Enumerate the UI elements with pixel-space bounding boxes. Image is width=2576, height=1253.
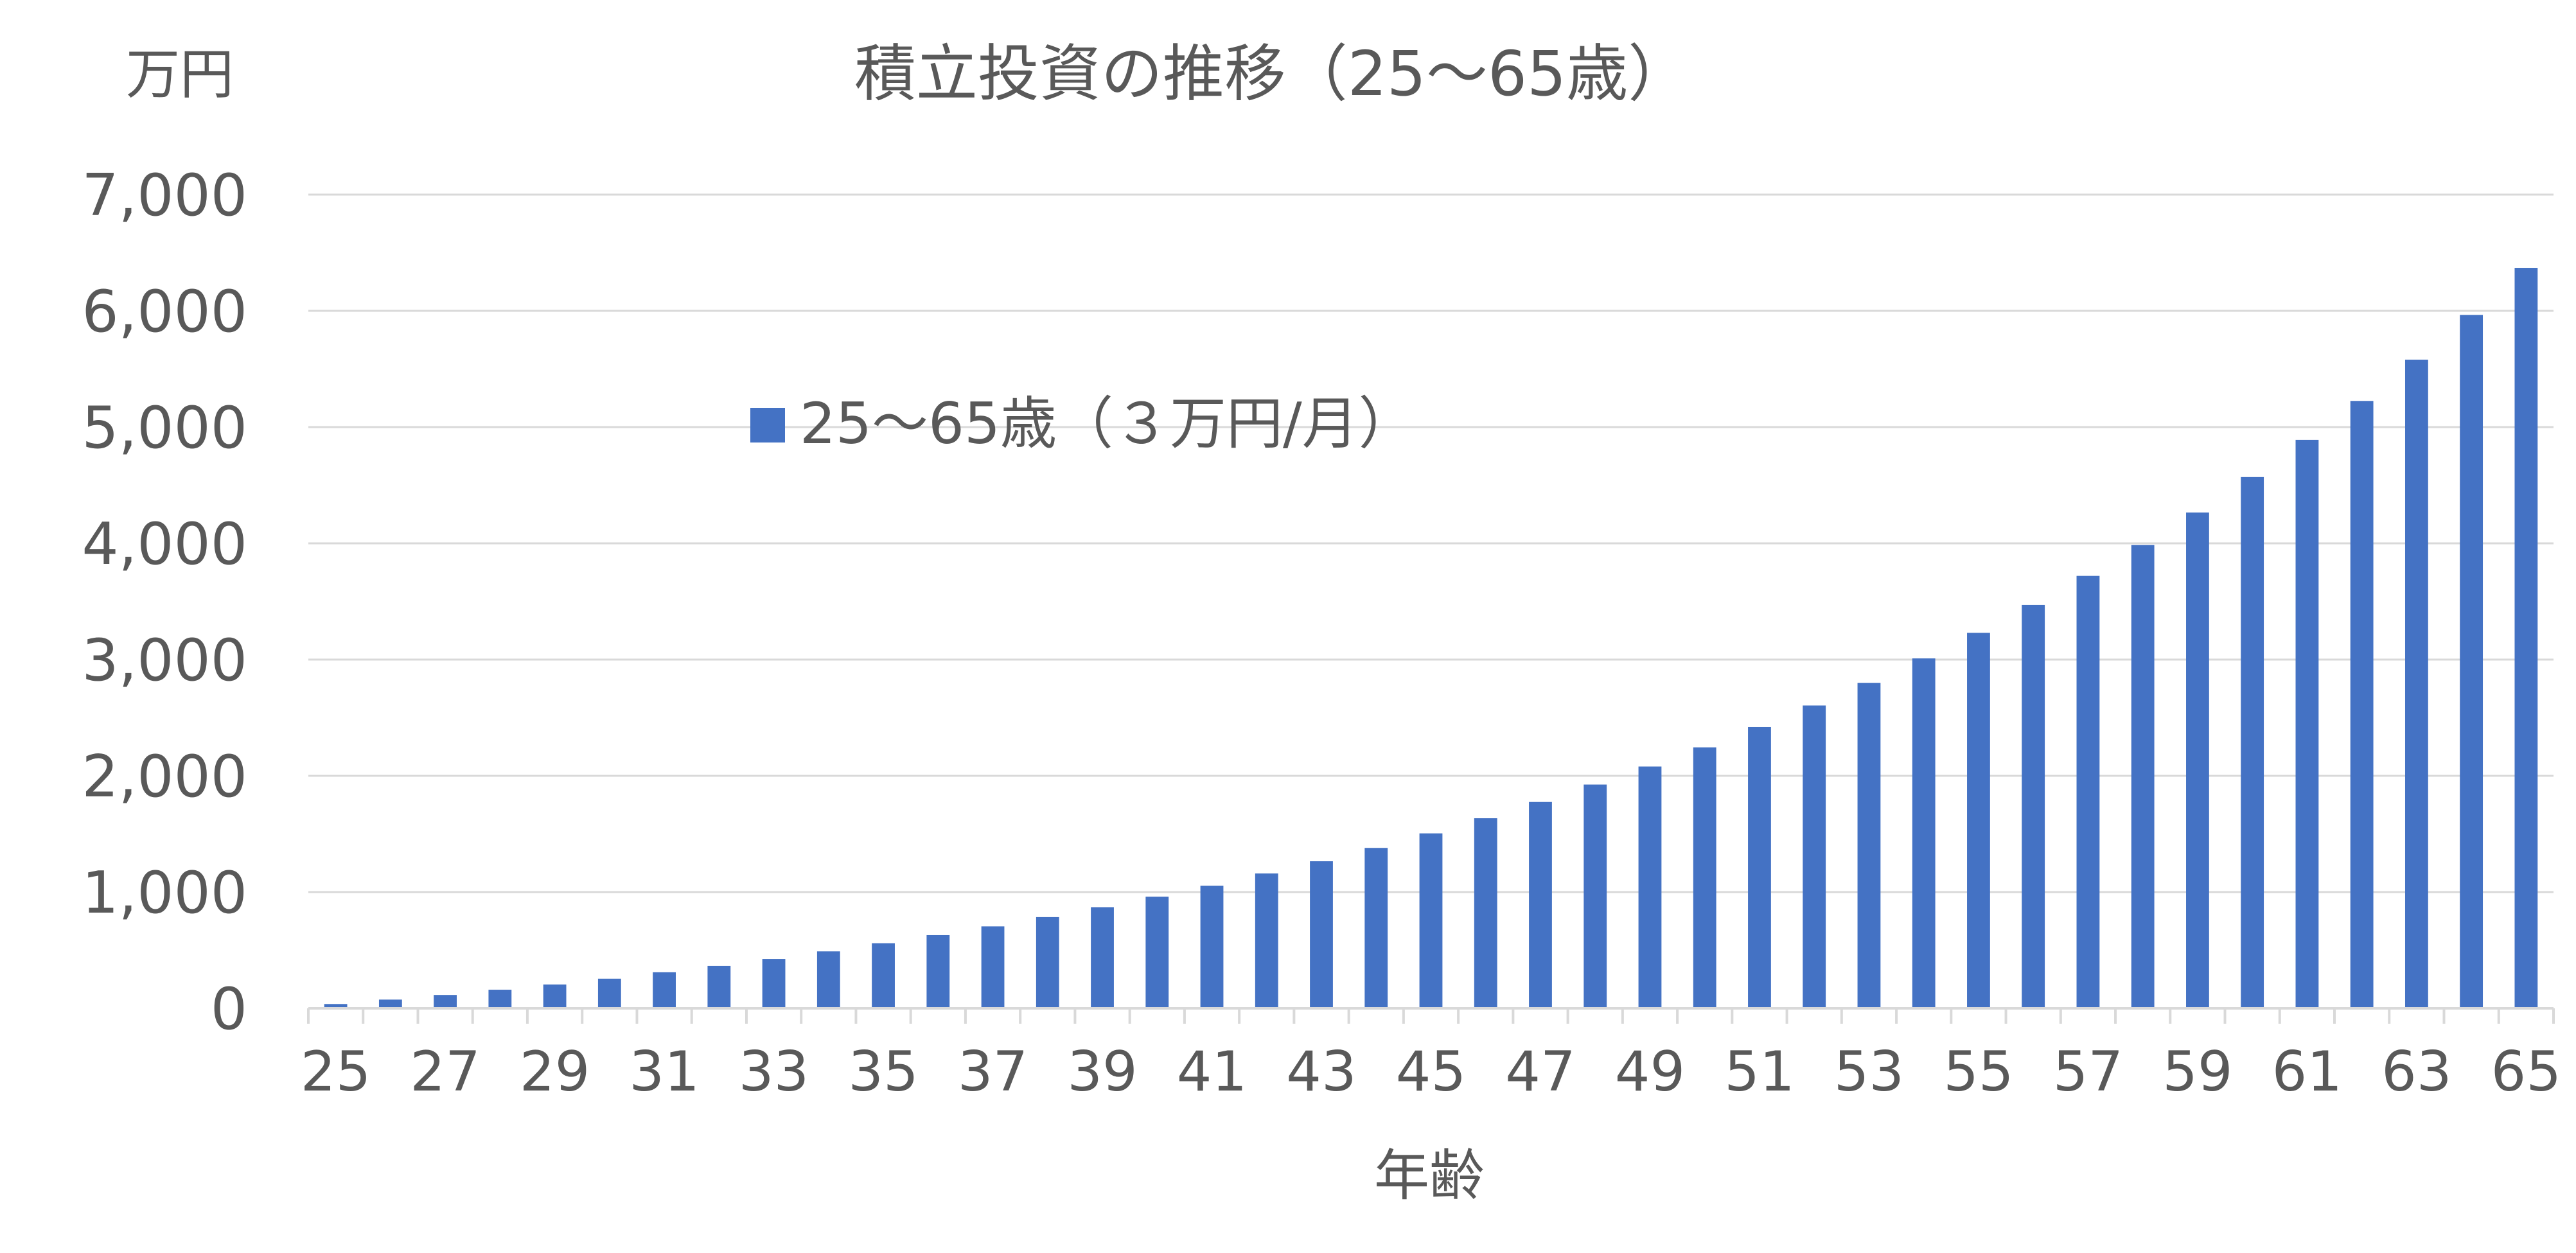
- x-tick-label: 61: [2272, 1040, 2342, 1104]
- bar: [1255, 873, 1278, 1008]
- bar: [597, 978, 621, 1008]
- x-tick-label: 65: [2491, 1040, 2561, 1104]
- x-tick-label: 59: [2162, 1040, 2232, 1104]
- x-tick-label: 45: [1396, 1040, 1466, 1104]
- bar: [1748, 726, 1771, 1008]
- x-axis-label: 年齢: [1374, 1144, 1485, 1208]
- bar: [1310, 861, 1333, 1008]
- bar: [981, 926, 1005, 1008]
- bar: [1857, 683, 1881, 1008]
- y-tick-label: 3,000: [82, 627, 247, 694]
- bar: [1200, 886, 1224, 1008]
- bar: [434, 995, 457, 1008]
- bar: [1474, 818, 1497, 1008]
- bar: [1584, 784, 1607, 1008]
- y-tick-label: 7,000: [82, 162, 247, 229]
- bar: [378, 999, 402, 1008]
- x-tick-label: 41: [1177, 1040, 1247, 1104]
- y-axis-unit-label: 万円: [126, 43, 234, 106]
- x-tick-label: 57: [2053, 1040, 2123, 1104]
- bar: [1967, 633, 1990, 1008]
- x-tick-label: 37: [958, 1040, 1028, 1104]
- bar-series: [324, 268, 2538, 1009]
- bar: [1638, 766, 1662, 1008]
- x-axis-tick-labels: 25 27 29 31 33 35 37 39 41 43 45 47 49 51 53 55 57 59 61 63…: [301, 1040, 2561, 1104]
- bar: [488, 990, 512, 1008]
- bar: [324, 1004, 348, 1008]
- bar: [1803, 705, 1826, 1008]
- x-tick-label: 47: [1505, 1040, 1575, 1104]
- legend-swatch: [750, 408, 785, 442]
- bar: [1912, 658, 1936, 1008]
- x-tick-label: 33: [739, 1040, 809, 1104]
- bar: [2022, 604, 2045, 1008]
- bar: [2460, 315, 2483, 1009]
- bar: [653, 972, 676, 1008]
- chart-title: 積立投資の推移（25～65歳）: [854, 38, 1689, 110]
- legend-label: 25～65歳（３万円/月）: [800, 390, 1415, 457]
- y-tick-label: 6,000: [82, 278, 247, 346]
- bar: [2076, 575, 2100, 1008]
- bar: [1693, 747, 1716, 1008]
- x-tick-label: 63: [2381, 1040, 2451, 1104]
- bar: [762, 959, 786, 1008]
- x-tick-label: 51: [1724, 1040, 1794, 1104]
- x-tick-label: 39: [1067, 1040, 1137, 1104]
- bar: [2514, 268, 2538, 1008]
- x-axis: [307, 1007, 2555, 1024]
- x-tick-label: 29: [520, 1040, 590, 1104]
- x-tick-label: 27: [410, 1040, 480, 1104]
- bar: [707, 965, 731, 1008]
- bar: [1091, 907, 1114, 1008]
- bar: [816, 951, 840, 1008]
- y-axis-tick-labels: 0 1,000 2,000 3,000 4,000 5,000 6,000 7,000: [82, 162, 247, 1043]
- y-tick-label: 5,000: [82, 394, 247, 462]
- bar: [1529, 802, 1552, 1008]
- bar: [926, 934, 950, 1008]
- x-tick-label: 53: [1834, 1040, 1904, 1104]
- bar: [543, 984, 567, 1008]
- bar: [2404, 360, 2428, 1008]
- bar: [2241, 477, 2264, 1008]
- gridlines: [308, 193, 2554, 893]
- y-tick-label: 4,000: [82, 511, 247, 578]
- x-tick-label: 55: [1943, 1040, 2013, 1104]
- x-tick-label: 43: [1286, 1040, 1356, 1104]
- y-tick-label: 1,000: [82, 859, 247, 927]
- x-tick-label: 31: [629, 1040, 699, 1104]
- y-tick-label: 0: [211, 976, 247, 1043]
- bar: [2350, 401, 2374, 1008]
- x-tick-label: 49: [1615, 1040, 1685, 1104]
- bar: [1419, 833, 1443, 1008]
- bar: [2131, 545, 2155, 1008]
- x-tick-label: 25: [301, 1040, 371, 1104]
- bar: [872, 943, 895, 1008]
- legend: 25～65歳（３万円/月）: [750, 390, 1415, 457]
- x-tick-label: 35: [848, 1040, 918, 1104]
- bar: [2295, 439, 2319, 1008]
- y-tick-label: 2,000: [82, 743, 247, 811]
- bar: [2186, 513, 2209, 1008]
- bar: [1364, 848, 1388, 1008]
- bar: [1036, 916, 1059, 1008]
- bar: [1145, 897, 1169, 1008]
